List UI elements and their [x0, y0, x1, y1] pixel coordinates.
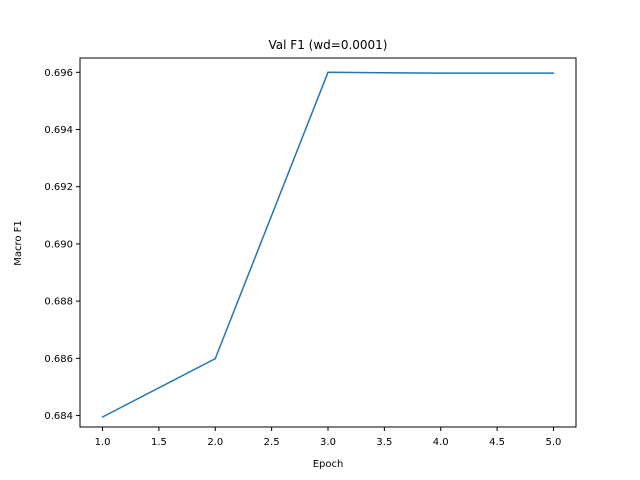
- x-tick-label: 4.5: [489, 437, 505, 448]
- x-tick-label: 3.5: [376, 437, 392, 448]
- data-point: [327, 71, 329, 74]
- y-tick-label: 0.686: [44, 354, 73, 365]
- x-tick-label: 2.0: [207, 437, 223, 448]
- x-tick-label: 3.0: [320, 437, 336, 448]
- y-tick-label: 0.694: [44, 125, 73, 136]
- y-tick-label: 0.688: [44, 297, 73, 308]
- y-tick-label: 0.692: [44, 182, 73, 193]
- data-point: [101, 416, 104, 418]
- x-tick-label: 4.0: [433, 437, 449, 448]
- plot-series: [101, 71, 555, 418]
- x-tick-label: 5.0: [546, 437, 562, 448]
- data-point: [214, 357, 217, 360]
- x-tick-label: 2.5: [264, 437, 280, 448]
- y-tick-label: 0.684: [44, 411, 73, 422]
- y-axis-label: Macro F1: [13, 220, 24, 266]
- data-point: [439, 72, 442, 74]
- x-axis-label: Epoch: [313, 459, 344, 470]
- plot-frame: [79, 57, 577, 428]
- y-tick-label: 0.696: [44, 68, 73, 79]
- axis-ticks: 1.0 1.5 2.0 2.5 3.0 3.5 4.0 4.5 5.0 0.684 0.686 0.6…: [44, 68, 561, 448]
- x-tick-label: 1.5: [151, 437, 167, 448]
- x-tick-label: 1.0: [95, 437, 111, 448]
- y-tick-label: 0.690: [44, 239, 73, 250]
- chart-title: Val F1 (wd=0.0001): [269, 38, 388, 52]
- data-point: [552, 72, 555, 74]
